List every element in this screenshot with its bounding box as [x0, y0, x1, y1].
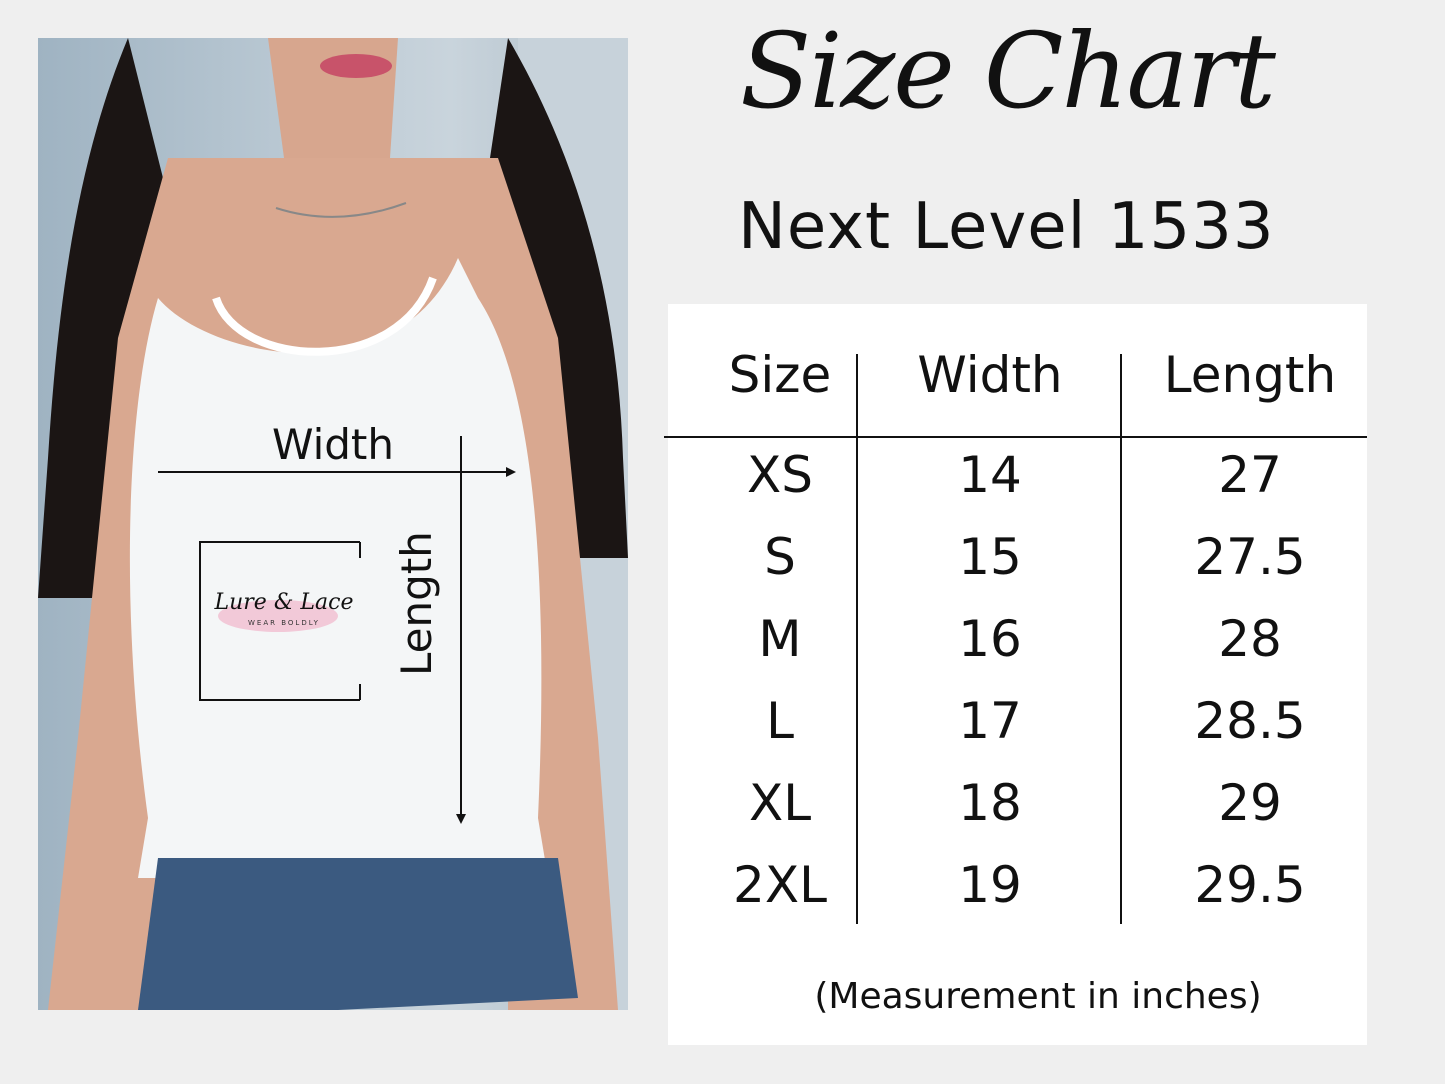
column-header: Size	[728, 346, 832, 404]
measurement-note: (Measurement in inches)	[814, 976, 1262, 1017]
table-cell: 27.5	[1194, 528, 1306, 586]
table-cell: 17	[958, 692, 1022, 750]
column-divider	[856, 354, 858, 924]
header-divider	[664, 436, 1367, 438]
length-label: Length	[392, 531, 441, 676]
column-divider	[1120, 354, 1122, 924]
size-table: Size Width Length XS 14 27 S 15 27.5 M 16 28 L 17 28.5…	[664, 304, 1367, 1045]
width-label: Width	[272, 420, 395, 469]
table-cell: 15	[958, 528, 1022, 586]
table-cell: 29.5	[1194, 856, 1306, 914]
table-cell: 14	[958, 446, 1022, 504]
product-subtitle: Next Level 1533	[738, 190, 1275, 264]
column-header: Length	[1163, 346, 1337, 404]
table-cell: 28.5	[1194, 692, 1306, 750]
logo-tagline: WEAR BOLDLY	[248, 619, 320, 627]
table-cell: 16	[958, 610, 1022, 668]
table-cell: S	[764, 528, 796, 586]
model-illustration	[38, 38, 628, 1010]
column-header: Width	[917, 346, 1063, 404]
brand-logo: Lure & Lace WEAR BOLDLY	[214, 590, 354, 627]
model-photo	[38, 38, 628, 1010]
table-cell: L	[766, 692, 794, 750]
table-cell: 19	[958, 856, 1022, 914]
table-cell: XS	[747, 446, 813, 504]
logo-name: Lure & Lace	[214, 590, 354, 615]
table-cell: 29	[1218, 774, 1282, 832]
table-cell: XL	[748, 774, 812, 832]
page-title: Size Chart	[740, 10, 1276, 132]
table-cell: M	[758, 610, 802, 668]
table-cell: 27	[1218, 446, 1282, 504]
table-cell: 2XL	[733, 856, 827, 914]
table-cell: 18	[958, 774, 1022, 832]
table-cell: 28	[1218, 610, 1282, 668]
